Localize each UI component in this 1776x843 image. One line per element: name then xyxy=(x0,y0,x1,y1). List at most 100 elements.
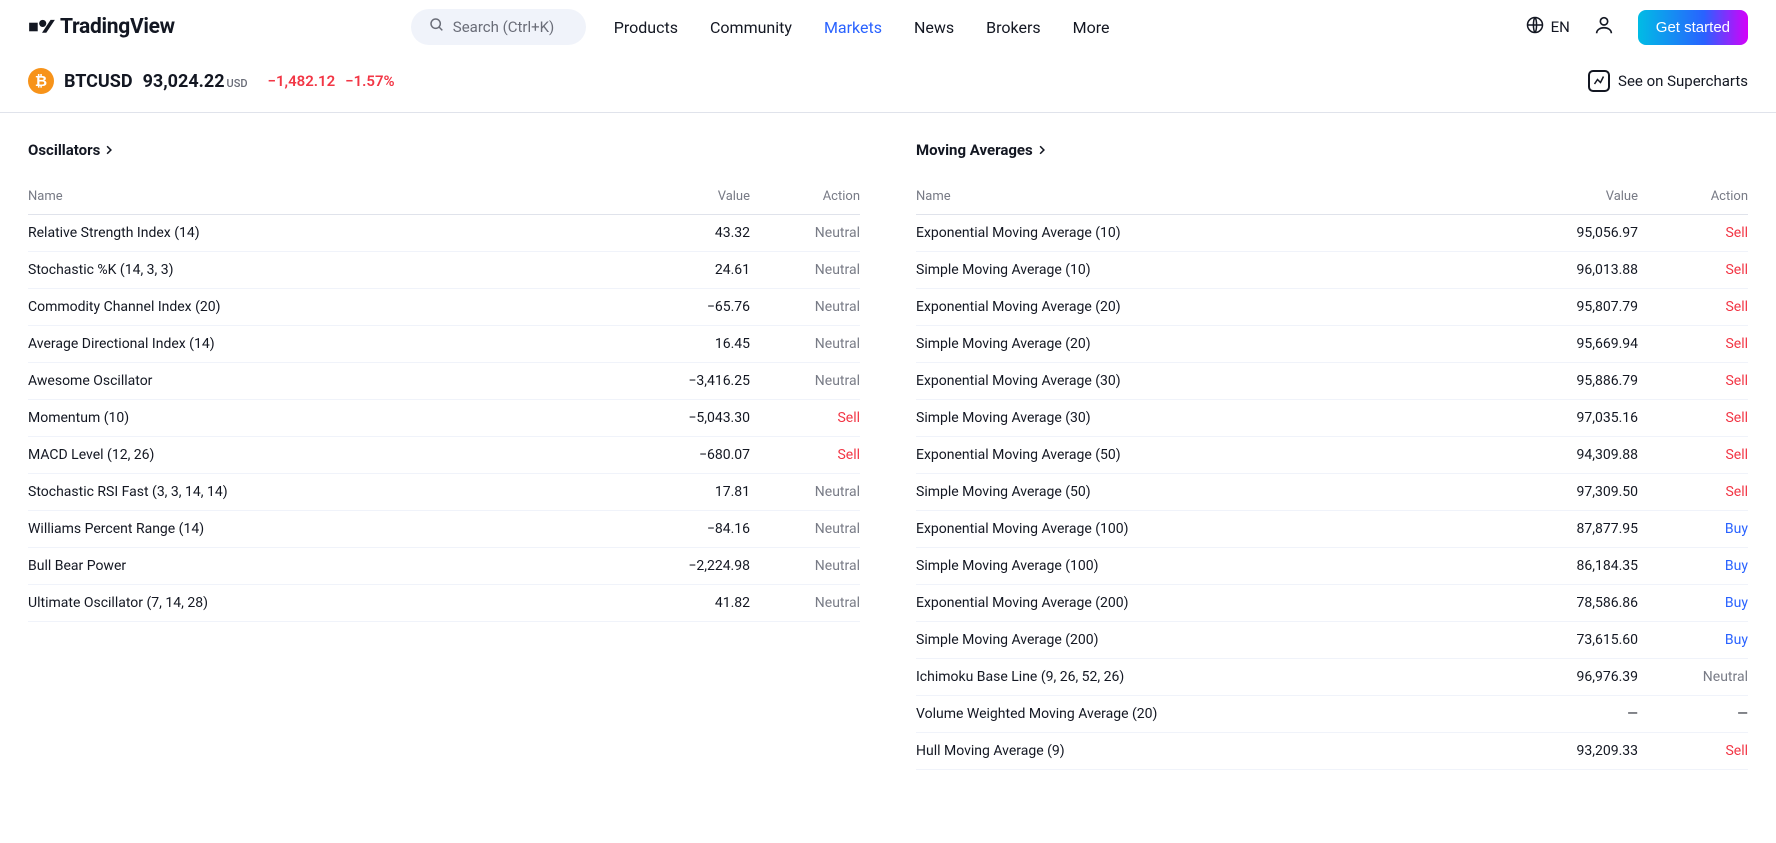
bitcoin-icon: ₿ xyxy=(28,68,54,94)
logo-icon xyxy=(28,17,56,37)
indicator-action: Neutral xyxy=(750,215,860,252)
moving-averages-title[interactable]: Moving Averages xyxy=(916,141,1748,159)
indicator-name[interactable]: Commodity Channel Index (20) xyxy=(28,289,580,326)
col-name: Name xyxy=(916,179,1491,215)
ticker-unit: USD xyxy=(227,77,248,90)
indicator-name[interactable]: Ultimate Oscillator (7, 14, 28) xyxy=(28,585,580,622)
oscillators-panel: Oscillators Name Value Action Relative S… xyxy=(28,141,860,770)
indicator-name[interactable]: Simple Moving Average (20) xyxy=(916,326,1491,363)
main-nav: Products Community Markets News Brokers … xyxy=(614,18,1110,37)
indicator-name[interactable]: Exponential Moving Average (200) xyxy=(916,585,1491,622)
indicator-name[interactable]: Simple Moving Average (30) xyxy=(916,400,1491,437)
indicator-action: Neutral xyxy=(750,511,860,548)
indicator-name[interactable]: Simple Moving Average (200) xyxy=(916,622,1491,659)
indicator-name[interactable]: MACD Level (12, 26) xyxy=(28,437,580,474)
nav-more[interactable]: More xyxy=(1073,18,1110,37)
nav-community[interactable]: Community xyxy=(710,18,792,37)
search-input[interactable]: Search (Ctrl+K) xyxy=(411,9,586,45)
indicator-value: −680.07 xyxy=(580,437,750,474)
indicator-name[interactable]: Momentum (10) xyxy=(28,400,580,437)
nav-brokers[interactable]: Brokers xyxy=(986,18,1040,37)
indicator-action: Neutral xyxy=(750,548,860,585)
table-row: Simple Moving Average (20)95,669.94Sell xyxy=(916,326,1748,363)
ticker-symbol[interactable]: BTCUSD xyxy=(64,71,133,92)
moving-averages-panel: Moving Averages Name Value Action Expone… xyxy=(916,141,1748,770)
nav-news[interactable]: News xyxy=(914,18,954,37)
table-row: Williams Percent Range (14)−84.16Neutral xyxy=(28,511,860,548)
table-row: Simple Moving Average (100)86,184.35Buy xyxy=(916,548,1748,585)
indicator-action: Sell xyxy=(1638,474,1748,511)
indicator-action: Neutral xyxy=(750,326,860,363)
indicator-action: Buy xyxy=(1638,585,1748,622)
indicator-name[interactable]: Ichimoku Base Line (9, 26, 52, 26) xyxy=(916,659,1491,696)
indicator-action: Neutral xyxy=(750,363,860,400)
indicator-value: 96,976.39 xyxy=(1491,659,1638,696)
indicator-action: Sell xyxy=(1638,326,1748,363)
table-row: MACD Level (12, 26)−680.07Sell xyxy=(28,437,860,474)
indicator-name[interactable]: Simple Moving Average (100) xyxy=(916,548,1491,585)
table-row: Exponential Moving Average (30)95,886.79… xyxy=(916,363,1748,400)
table-row: Hull Moving Average (9)93,209.33Sell xyxy=(916,733,1748,770)
indicator-value: 43.32 xyxy=(580,215,750,252)
indicator-value: 97,309.50 xyxy=(1491,474,1638,511)
nav-products[interactable]: Products xyxy=(614,18,678,37)
indicator-value: 87,877.95 xyxy=(1491,511,1638,548)
indicator-name[interactable]: Exponential Moving Average (100) xyxy=(916,511,1491,548)
top-header: TradingView Search (Ctrl+K) Products Com… xyxy=(0,0,1776,54)
indicator-action: Buy xyxy=(1638,548,1748,585)
indicator-action: Neutral xyxy=(750,252,860,289)
indicator-action: Sell xyxy=(1638,400,1748,437)
brand-logo[interactable]: TradingView xyxy=(28,15,175,39)
indicator-name[interactable]: Awesome Oscillator xyxy=(28,363,580,400)
indicator-name[interactable]: Exponential Moving Average (10) xyxy=(916,215,1491,252)
indicator-action: Sell xyxy=(1638,437,1748,474)
indicator-value: −84.16 xyxy=(580,511,750,548)
indicator-name[interactable]: Relative Strength Index (14) xyxy=(28,215,580,252)
col-name: Name xyxy=(28,179,580,215)
indicator-name[interactable]: Williams Percent Range (14) xyxy=(28,511,580,548)
ticker-change-percent: −1.57% xyxy=(345,72,394,90)
ticker-price-wrap: 93,024.22USD xyxy=(143,71,248,92)
nav-markets[interactable]: Markets xyxy=(824,18,882,37)
table-row: Awesome Oscillator−3,416.25Neutral xyxy=(28,363,860,400)
indicator-name[interactable]: Hull Moving Average (9) xyxy=(916,733,1491,770)
search-icon xyxy=(429,17,445,37)
table-row: Average Directional Index (14)16.45Neutr… xyxy=(28,326,860,363)
indicator-name[interactable]: Simple Moving Average (10) xyxy=(916,252,1491,289)
moving-averages-title-text: Moving Averages xyxy=(916,141,1033,159)
indicator-name[interactable]: Stochastic %K (14, 3, 3) xyxy=(28,252,580,289)
moving-averages-table: Name Value Action Exponential Moving Ave… xyxy=(916,179,1748,770)
indicator-value: 93,209.33 xyxy=(1491,733,1638,770)
indicator-value: 17.81 xyxy=(580,474,750,511)
indicator-name[interactable]: Exponential Moving Average (20) xyxy=(916,289,1491,326)
oscillators-table: Name Value Action Relative Strength Inde… xyxy=(28,179,860,622)
indicator-action: Sell xyxy=(1638,289,1748,326)
indicator-action: Sell xyxy=(1638,252,1748,289)
see-on-supercharts-link[interactable]: See on Supercharts xyxy=(1588,70,1748,92)
indicator-action: Sell xyxy=(1638,733,1748,770)
table-row: Ultimate Oscillator (7, 14, 28)41.82Neut… xyxy=(28,585,860,622)
user-menu[interactable] xyxy=(1588,11,1620,43)
language-selector[interactable]: EN xyxy=(1525,15,1570,39)
col-action: Action xyxy=(1638,179,1748,215)
table-row: Ichimoku Base Line (9, 26, 52, 26)96,976… xyxy=(916,659,1748,696)
indicator-action: — xyxy=(1638,696,1748,733)
oscillators-title[interactable]: Oscillators xyxy=(28,141,860,159)
get-started-button[interactable]: Get started xyxy=(1638,10,1748,45)
indicator-value: 95,807.79 xyxy=(1491,289,1638,326)
indicator-name[interactable]: Exponential Moving Average (30) xyxy=(916,363,1491,400)
ticker-price: 93,024.22 xyxy=(143,71,225,92)
indicator-name[interactable]: Average Directional Index (14) xyxy=(28,326,580,363)
indicator-name[interactable]: Bull Bear Power xyxy=(28,548,580,585)
indicator-name[interactable]: Stochastic RSI Fast (3, 3, 14, 14) xyxy=(28,474,580,511)
indicator-value: 95,669.94 xyxy=(1491,326,1638,363)
chart-icon xyxy=(1588,70,1610,92)
table-row: Momentum (10)−5,043.30Sell xyxy=(28,400,860,437)
table-row: Exponential Moving Average (100)87,877.9… xyxy=(916,511,1748,548)
indicator-name[interactable]: Exponential Moving Average (50) xyxy=(916,437,1491,474)
indicator-name[interactable]: Simple Moving Average (50) xyxy=(916,474,1491,511)
content-area: Oscillators Name Value Action Relative S… xyxy=(0,113,1776,798)
table-row: Simple Moving Average (50)97,309.50Sell xyxy=(916,474,1748,511)
header-right: EN Get started xyxy=(1525,10,1748,45)
indicator-name[interactable]: Volume Weighted Moving Average (20) xyxy=(916,696,1491,733)
